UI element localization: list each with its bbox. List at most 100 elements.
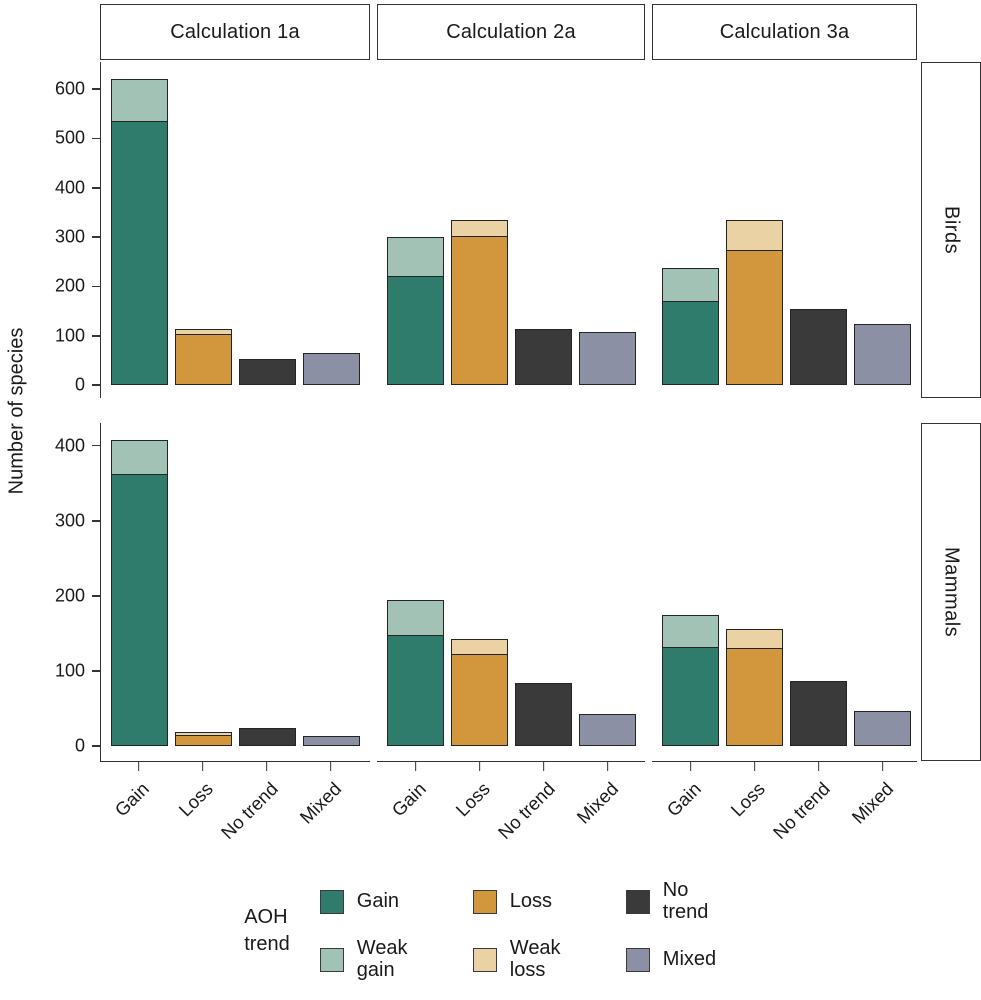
x-tick-mark [606,762,609,771]
bar-birds-calculation-1a-no-trend [239,358,296,385]
bar-birds-calculation-1a-mixed [303,352,360,385]
x-tick-mark [265,762,268,771]
facet-strip-label: Calculation 2a [446,20,576,43]
y-tick-label: 0 [74,374,85,395]
x-tick-mark [817,762,820,771]
x-tick-mark [753,762,756,771]
y-tick-label: 300 [54,510,85,531]
facet-strip-birds: Birds [921,62,981,398]
bar-birds-calculation-2a-no-trend [515,329,572,385]
bar-segment-weak-gain [663,268,718,303]
bar-segment-weak-gain [112,441,167,476]
weak-loss-swatch-icon [472,947,497,972]
y-axis-birds: 0 100 200 300 400 500 600 [0,62,100,398]
y-tick-label: 200 [54,275,85,296]
bar-segment-weak-gain [388,600,443,636]
x-tick-mark [201,762,204,771]
bar-birds-calculation-2a-gain [387,237,444,385]
legend-label: Gain [356,889,400,912]
y-tick-label: 400 [54,435,85,456]
facet-strip-label: Mammals [940,546,963,638]
bar-birds-calculation-3a-no-trend [790,308,847,385]
x-tick-label: Gain [110,778,154,821]
bar-segment-weak-loss [727,221,782,251]
x-axis-calculation-3a: Gain Loss No trend Mixed [652,761,917,873]
x-tick-label: No trend [216,778,282,844]
bar-birds-calculation-1a-gain [111,79,168,385]
legend-label: Loss [509,889,553,912]
no-trend-swatch-icon [625,889,650,914]
bar-segment-weak-loss [727,629,782,650]
legend-item-weak-gain: Weak gain [319,937,431,981]
legend-items: Gain Weak gain Loss Weak loss No trend M… [319,879,737,981]
legend: AOH trend Gain Weak gain Loss Weak loss [0,879,981,981]
y-tick-mark [92,88,100,90]
facet-strip-mammals: Mammals [921,423,981,761]
legend-item-weak-loss: Weak loss [472,937,584,981]
facet-strip-calculation-1a: Calculation 1a [100,4,370,60]
y-tick-label: 600 [54,78,85,99]
panel-birds-calculation-1a [100,62,370,398]
bar-mammals-calculation-2a-loss [451,638,508,746]
y-tick-mark [92,186,100,189]
bar-mammals-calculation-2a-no-trend [515,682,572,746]
bar-mammals-calculation-2a-mixed [579,713,636,746]
legend-label: Mixed [662,947,717,970]
y-tick-mark [92,670,100,672]
x-tick-mark [881,762,884,771]
bar-segment-weak-loss [452,639,507,655]
x-tick-mark [689,762,692,771]
x-tick-label: No trend [768,778,834,844]
facet-strip-label: Birds [940,205,963,255]
legend-item-no-trend: No trend [625,879,737,923]
legend-title-line: AOH [244,905,288,928]
x-tick-label: Gain [387,778,431,821]
y-tick-label: 0 [74,735,85,756]
y-tick-label: 300 [54,226,85,247]
bar-mammals-calculation-2a-gain [387,599,444,746]
x-tick-label: Mixed [295,778,346,828]
y-tick-mark [92,594,100,597]
chart-grid: Calculation 1a Calculation 2a Calculatio… [0,4,981,873]
facet-strip-label: Calculation 3a [719,20,850,43]
y-tick-label: 200 [54,585,85,606]
loss-swatch-icon [472,889,497,914]
bar-birds-calculation-2a-mixed [579,332,636,385]
x-tick-label: Loss [451,778,495,821]
bar-segment-weak-loss [176,329,231,335]
y-tick-mark [92,137,100,140]
x-tick-label: Mixed [572,778,623,828]
bar-segment-weak-loss [176,732,231,736]
x-tick-mark [542,762,545,771]
x-axis-calculation-2a: Gain Loss No trend Mixed [377,761,645,873]
bar-mammals-calculation-3a-no-trend [790,680,847,746]
y-tick-label: 100 [54,325,85,346]
facet-strip-label: Calculation 1a [170,20,300,43]
bar-birds-calculation-3a-loss [726,220,783,385]
facet-strip-calculation-2a: Calculation 2a [377,4,645,60]
x-tick-mark [478,762,481,771]
panel-mammals-calculation-1a [100,423,370,761]
y-tick-mark [92,285,100,288]
y-tick-label: 400 [54,177,85,198]
bar-birds-calculation-1a-loss [175,328,232,385]
mixed-swatch-icon [625,947,650,972]
x-tick-mark [414,762,417,771]
bar-mammals-calculation-1a-loss [175,731,232,746]
x-tick-label: Gain [662,778,706,821]
x-tick-label: Loss [726,778,770,821]
y-tick-mark [92,384,100,386]
bar-mammals-calculation-3a-mixed [854,711,911,746]
legend-label: Weak loss [509,937,561,981]
x-tick-mark [329,762,332,771]
bar-mammals-calculation-3a-loss [726,628,783,746]
panel-mammals-calculation-3a [652,423,917,761]
panel-birds-calculation-2a [377,62,645,398]
legend-label: Weak gain [356,937,408,981]
legend-label: No trend [662,879,709,923]
facet-strip-calculation-3a: Calculation 3a [652,4,917,60]
bar-birds-calculation-3a-gain [662,267,719,385]
gain-swatch-icon [319,889,344,914]
bar-mammals-calculation-1a-mixed [303,736,360,746]
